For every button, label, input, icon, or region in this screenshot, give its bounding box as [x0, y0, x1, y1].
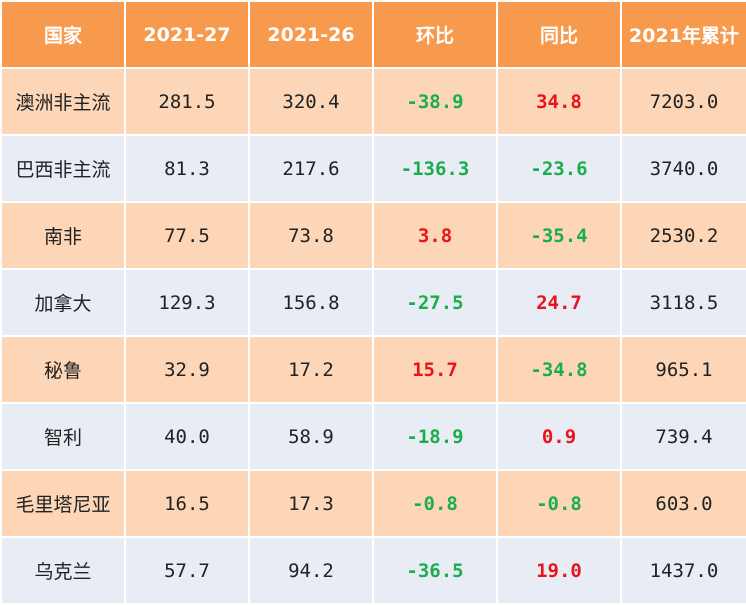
cell-week-26: 156.8 [248, 268, 374, 337]
cell-ytd: 2530.2 [620, 201, 746, 270]
cell-country: 秘鲁 [0, 335, 126, 404]
cell-yoy: 34.8 [496, 67, 622, 136]
cell-mom: -18.9 [372, 402, 498, 471]
cell-yoy: -23.6 [496, 134, 622, 203]
cell-mom: 3.8 [372, 201, 498, 270]
cell-country: 澳洲非主流 [0, 67, 126, 136]
header-ytd: 2021年累计 [620, 0, 746, 69]
cell-week-27: 81.3 [124, 134, 250, 203]
cell-country: 加拿大 [0, 268, 126, 337]
cell-country: 南非 [0, 201, 126, 270]
cell-week-26: 58.9 [248, 402, 374, 471]
cell-ytd: 739.4 [620, 402, 746, 471]
cell-week-27: 40.0 [124, 402, 250, 471]
table-row: 澳洲非主流 281.5 320.4 -38.9 34.8 7203.0 [0, 67, 746, 136]
table-row: 智利 40.0 58.9 -18.9 0.9 739.4 [0, 402, 746, 471]
header-week-26: 2021-26 [248, 0, 374, 69]
cell-week-27: 129.3 [124, 268, 250, 337]
table-row: 南非 77.5 73.8 3.8 -35.4 2530.2 [0, 201, 746, 270]
cell-country: 智利 [0, 402, 126, 471]
cell-yoy: -35.4 [496, 201, 622, 270]
cell-ytd: 965.1 [620, 335, 746, 404]
header-yoy: 同比 [496, 0, 622, 69]
cell-week-27: 16.5 [124, 469, 250, 538]
cell-ytd: 3118.5 [620, 268, 746, 337]
table-row: 乌克兰 57.7 94.2 -36.5 19.0 1437.0 [0, 536, 746, 605]
cell-mom: 15.7 [372, 335, 498, 404]
cell-yoy: 24.7 [496, 268, 622, 337]
cell-week-26: 320.4 [248, 67, 374, 136]
cell-country: 巴西非主流 [0, 134, 126, 203]
cell-yoy: 19.0 [496, 536, 622, 605]
cell-mom: -38.9 [372, 67, 498, 136]
table-row: 毛里塔尼亚 16.5 17.3 -0.8 -0.8 603.0 [0, 469, 746, 538]
table-row: 加拿大 129.3 156.8 -27.5 24.7 3118.5 [0, 268, 746, 337]
cell-week-26: 73.8 [248, 201, 374, 270]
cell-mom: -27.5 [372, 268, 498, 337]
cell-week-26: 17.3 [248, 469, 374, 538]
cell-week-26: 217.6 [248, 134, 374, 203]
cell-week-27: 32.9 [124, 335, 250, 404]
cell-ytd: 7203.0 [620, 67, 746, 136]
cell-week-27: 281.5 [124, 67, 250, 136]
cell-week-26: 94.2 [248, 536, 374, 605]
cell-week-27: 57.7 [124, 536, 250, 605]
header-country: 国家 [0, 0, 126, 69]
cell-country: 毛里塔尼亚 [0, 469, 126, 538]
cell-yoy: -34.8 [496, 335, 622, 404]
cell-yoy: 0.9 [496, 402, 622, 471]
cell-mom: -0.8 [372, 469, 498, 538]
cell-ytd: 3740.0 [620, 134, 746, 203]
header-row: 国家 2021-27 2021-26 环比 同比 2021年累计 [0, 0, 746, 69]
cell-yoy: -0.8 [496, 469, 622, 538]
cell-ytd: 603.0 [620, 469, 746, 538]
cell-mom: -36.5 [372, 536, 498, 605]
header-mom: 环比 [372, 0, 498, 69]
cell-week-27: 77.5 [124, 201, 250, 270]
cell-ytd: 1437.0 [620, 536, 746, 605]
cell-country: 乌克兰 [0, 536, 126, 605]
header-week-27: 2021-27 [124, 0, 250, 69]
table-row: 巴西非主流 81.3 217.6 -136.3 -23.6 3740.0 [0, 134, 746, 203]
cell-week-26: 17.2 [248, 335, 374, 404]
cell-mom: -136.3 [372, 134, 498, 203]
table-row: 秘鲁 32.9 17.2 15.7 -34.8 965.1 [0, 335, 746, 404]
